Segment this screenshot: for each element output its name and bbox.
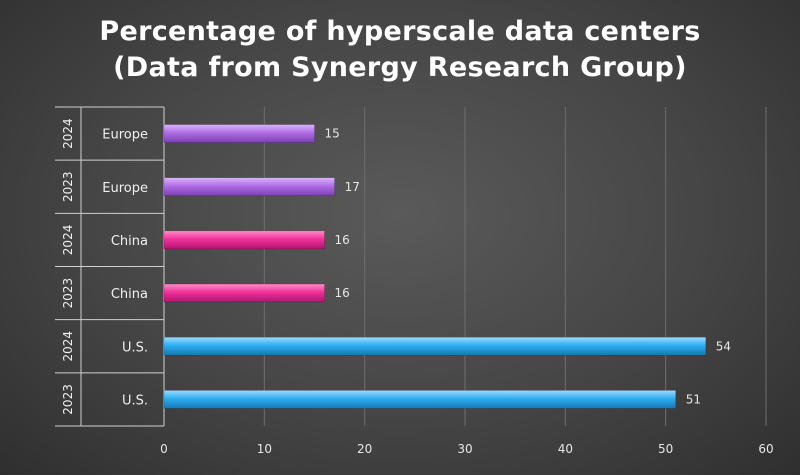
chart-title-line2: (Data from Synergy Research Group) [113,52,687,83]
data-label: 54 [716,339,731,353]
bar [163,124,315,143]
x-tick-label: 20 [357,442,372,456]
category-label: Europe [102,128,148,143]
bar [163,230,325,250]
category-label: China [111,234,148,249]
bar [163,337,707,356]
x-tick-label: 30 [457,442,472,456]
year-label: 2023 [61,384,75,415]
x-tick-label: 0 [160,442,168,456]
year-label: 2024 [61,225,75,256]
year-label: 2023 [61,278,75,309]
chart-title-line1: Percentage of hyperscale data centers [99,16,701,47]
x-tick-label: 10 [257,442,272,456]
category-label: Europe [102,181,148,196]
data-label: 15 [325,127,340,141]
data-label: 17 [345,180,360,194]
data-label: 51 [686,392,701,406]
category-label: U.S. [122,340,148,355]
category-label: China [111,287,148,302]
x-tick-label: 60 [758,442,773,456]
year-label: 2024 [61,118,75,149]
x-tick-label: 50 [658,442,673,456]
x-tick-label: 40 [558,442,573,456]
data-label: 16 [335,233,350,247]
bar [163,177,335,196]
year-label: 2023 [61,171,75,202]
chart-title: Percentage of hyperscale data centers (D… [0,14,800,86]
bar [163,283,325,303]
bar [163,390,676,409]
year-label: 2024 [61,331,75,362]
data-label: 16 [335,286,350,300]
category-label: U.S. [122,393,148,408]
